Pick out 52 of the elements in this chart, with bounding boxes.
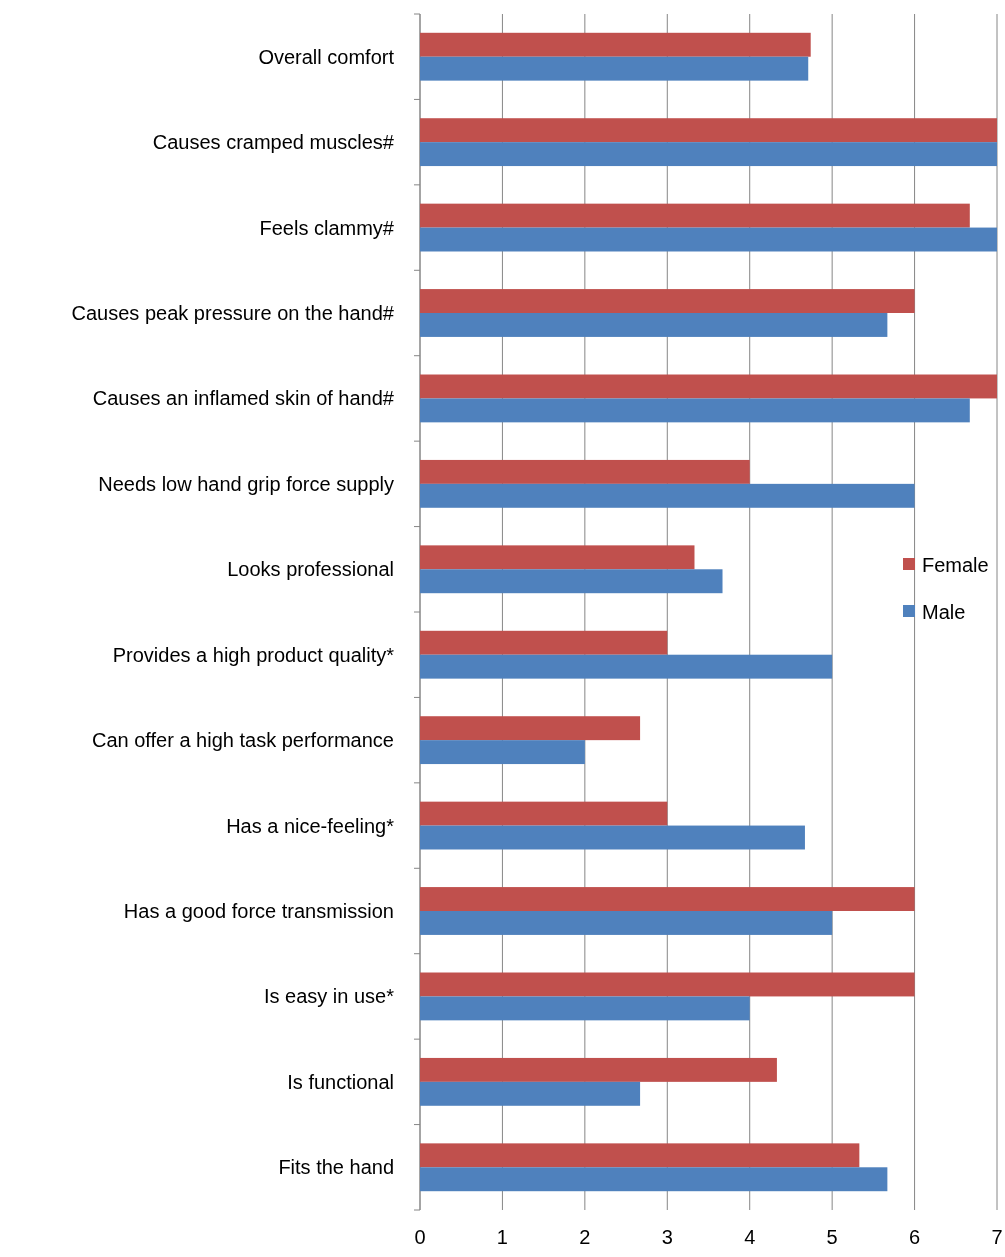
legend-label: Female (922, 554, 989, 576)
bar (420, 716, 641, 741)
bar (420, 1143, 860, 1168)
y-tick-label: Has a nice-feeling* (226, 814, 395, 837)
y-tick-label: Needs low hand grip force supply (98, 472, 394, 495)
bar (420, 911, 833, 935)
bar (420, 1167, 888, 1192)
bar (420, 630, 668, 655)
bar (420, 654, 833, 679)
y-tick-label: Provides a high product quality* (112, 643, 395, 666)
bar (420, 289, 915, 313)
bar (420, 740, 585, 765)
bar (420, 374, 997, 399)
y-tick-label: Can offer a high task performance (91, 729, 394, 752)
y-tick-label: Is easy in use* (263, 985, 395, 1008)
y-tick-label: Fits the hand (278, 1156, 394, 1179)
x-tick-label: 0 (414, 1226, 426, 1248)
x-tick-label: 1 (496, 1226, 508, 1248)
bar (420, 545, 695, 570)
bar (420, 118, 997, 143)
y-tick-label: Has a good force transmission (123, 900, 394, 922)
bar (420, 1081, 641, 1106)
bar (420, 398, 970, 423)
y-tick-label: Causes cramped muscles# (152, 131, 395, 154)
x-tick-label: 6 (909, 1226, 921, 1248)
bar (420, 313, 888, 337)
bar (420, 996, 750, 1021)
bar (420, 972, 915, 997)
bar (420, 825, 805, 850)
bar (420, 459, 750, 484)
x-tick-label: 3 (661, 1226, 673, 1248)
bar (420, 227, 997, 252)
bar (420, 203, 970, 228)
legend-label: Male (922, 601, 966, 623)
x-tick-label: 2 (579, 1226, 591, 1248)
y-tick-label: Causes an inflamed skin of hand# (92, 387, 395, 410)
bar (420, 887, 915, 911)
y-tick-label: Overall comfort (258, 45, 395, 68)
y-tick-label: Looks professional (227, 558, 394, 581)
bar (420, 569, 723, 594)
bar (420, 801, 668, 826)
bar (420, 142, 997, 167)
bar (420, 56, 809, 81)
bar (420, 32, 811, 57)
x-tick-label: 7 (991, 1226, 1003, 1248)
bar (420, 1057, 777, 1082)
y-tick-label: Feels clammy# (259, 216, 395, 239)
x-tick-label: 4 (744, 1226, 756, 1248)
x-tick-label: 5 (826, 1226, 838, 1248)
y-tick-label: Causes peak pressure on the hand# (71, 302, 395, 324)
y-tick-label: Is functional (287, 1070, 394, 1093)
bar (420, 483, 915, 508)
